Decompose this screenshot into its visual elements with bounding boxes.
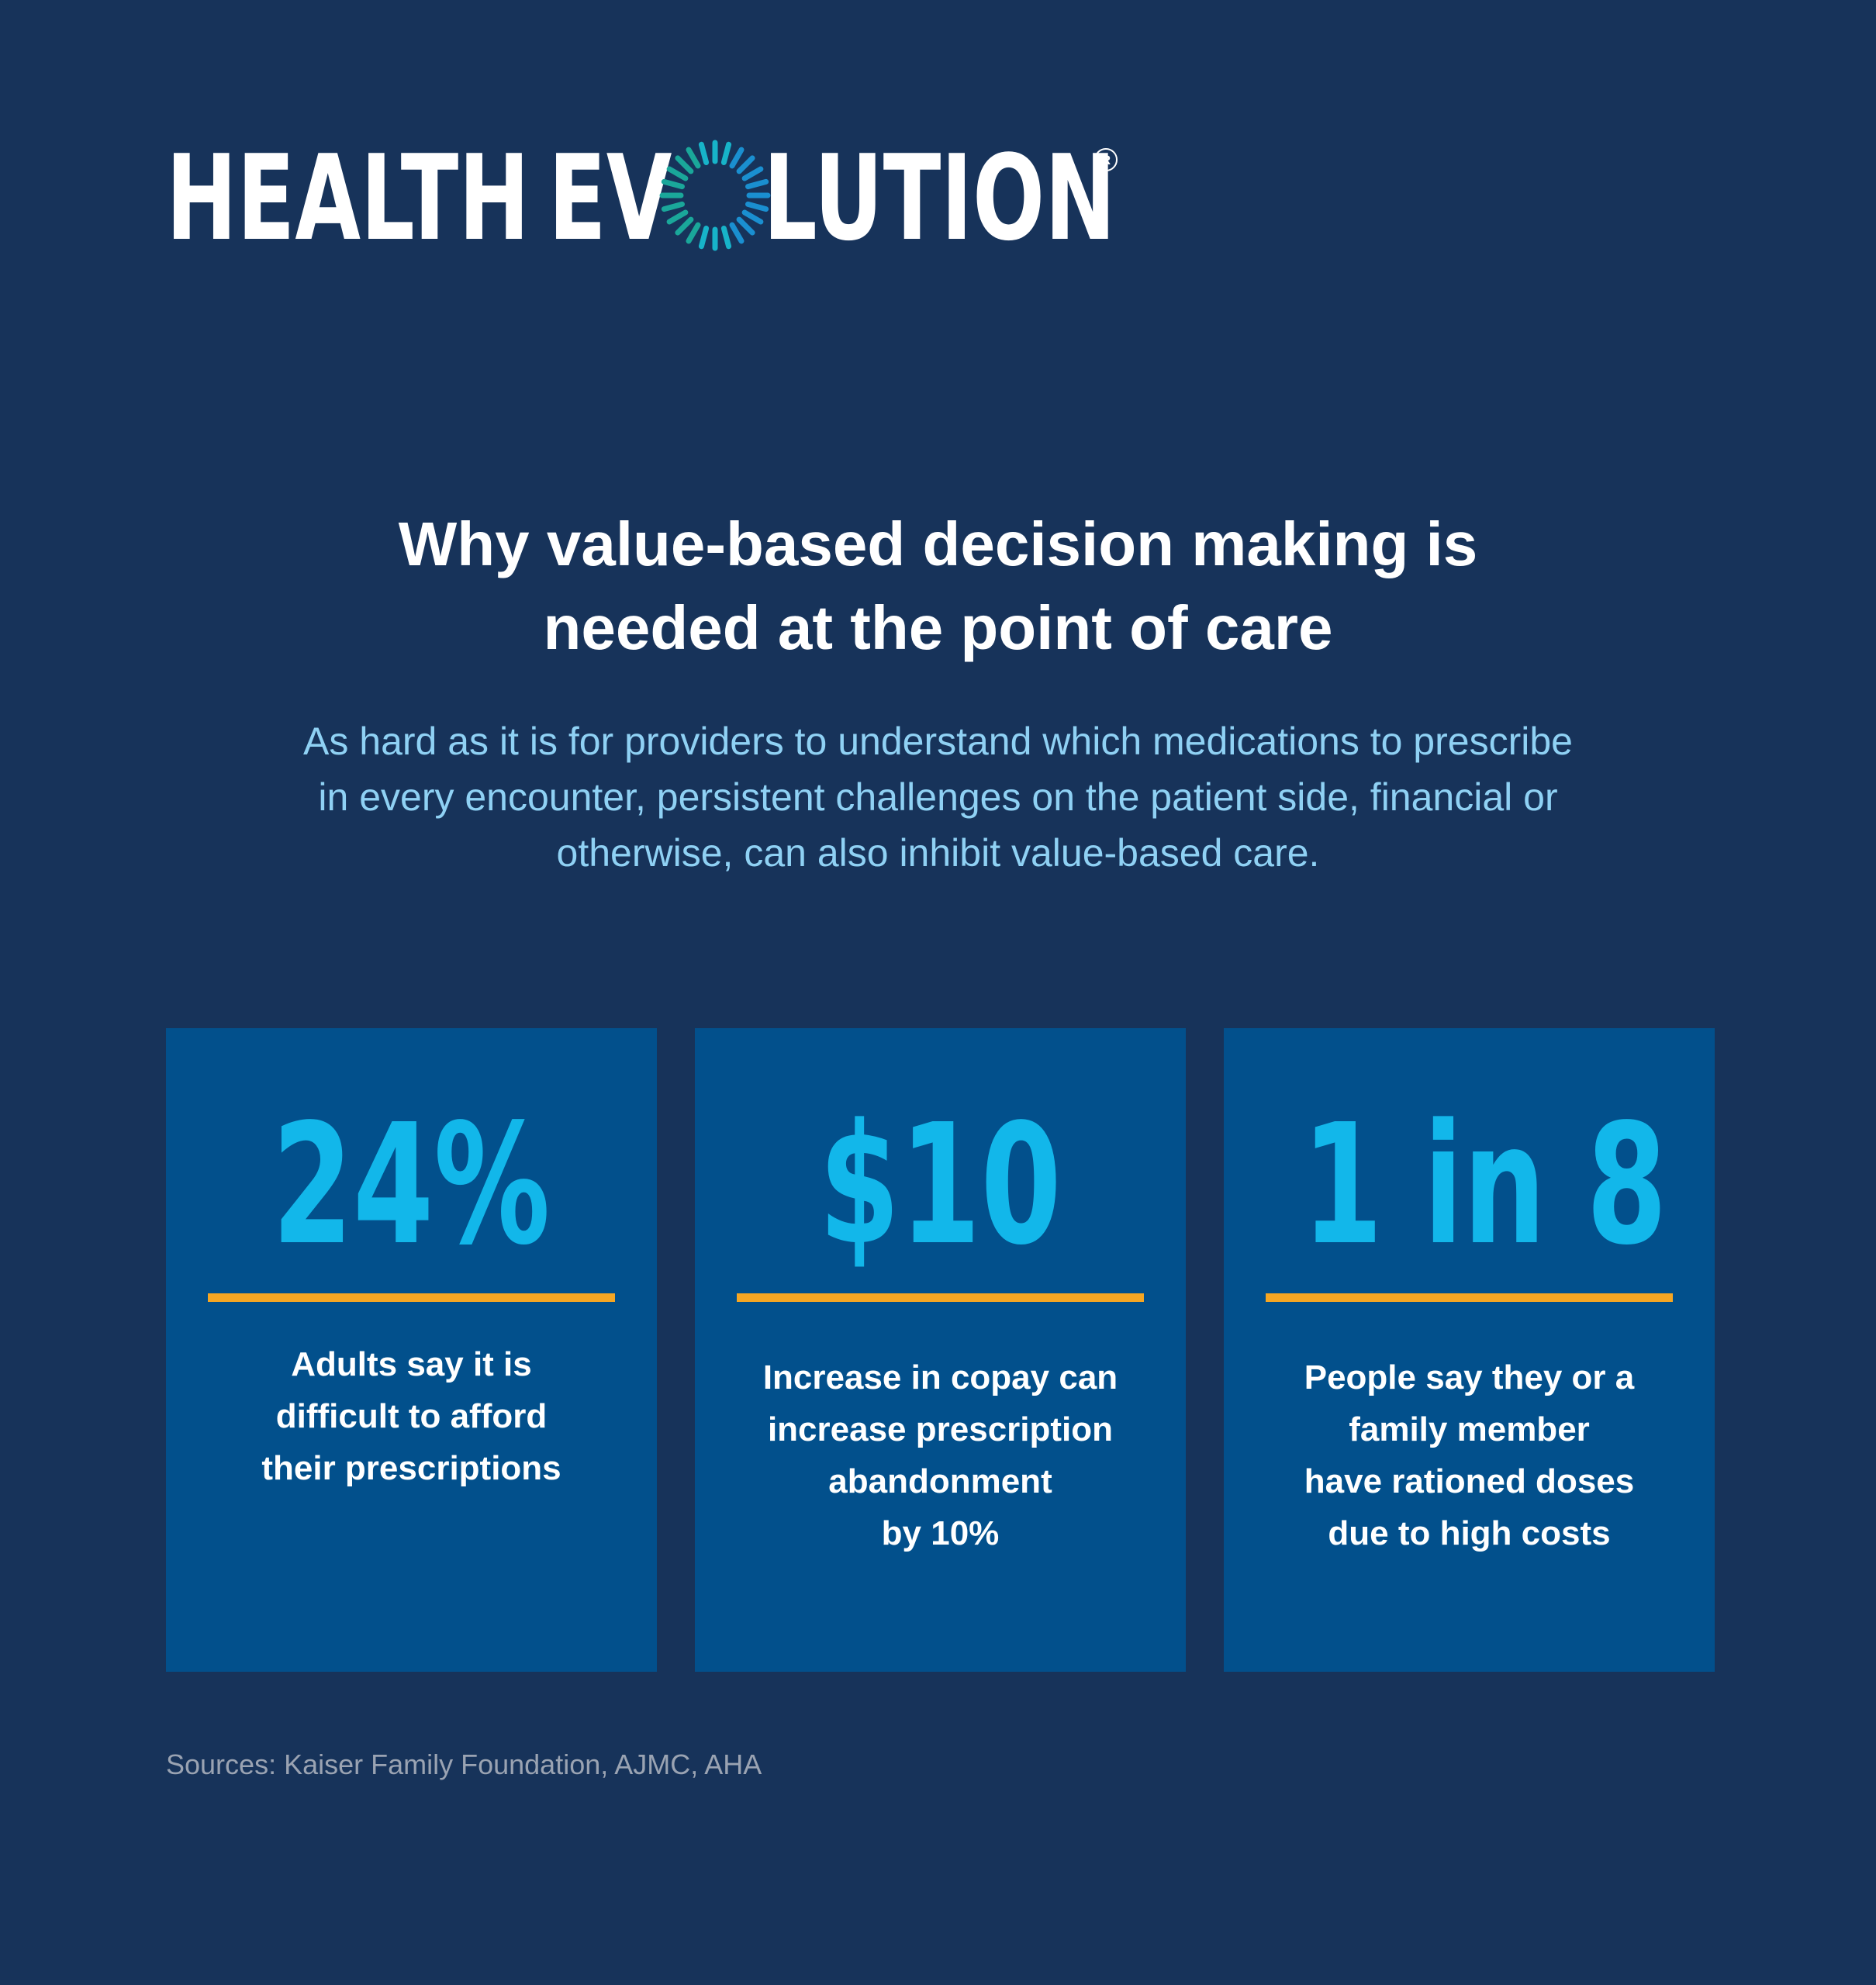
divider-rule [208, 1293, 615, 1302]
stat-card-copay-increase: $10 Increase in copay can increase presc… [695, 1028, 1186, 1672]
sources-footnote: Sources: Kaiser Family Foundation, AJMC,… [166, 1749, 762, 1780]
intro-line-2: in every encounter, persistent challenge… [318, 775, 1558, 819]
intro-paragraph: As hard as it is for providers to unders… [0, 713, 1876, 881]
svg-text:R: R [1101, 153, 1111, 167]
description-line: People say they or a [1304, 1358, 1635, 1396]
ring-dash [666, 209, 689, 225]
description-line: family member [1349, 1410, 1590, 1448]
page-headline: Why value-based decision making is neede… [0, 502, 1876, 670]
stat-value: $10 [819, 1089, 1062, 1282]
description-line: their prescriptions [261, 1449, 561, 1487]
ring-dash [698, 141, 710, 165]
description-line: by 10% [881, 1514, 1000, 1552]
logo-text-ev: EV [548, 129, 672, 267]
ring-dash [686, 222, 701, 244]
headline-line-1: Why value-based decision making is [398, 509, 1478, 578]
stat-value: 1 in 8 [1301, 1089, 1667, 1282]
ring-dash [698, 226, 710, 250]
ring-dash [745, 178, 769, 190]
logo-text-health: HEALTH [166, 129, 530, 267]
ring-dash [741, 209, 764, 225]
stat-value: 24% [272, 1089, 551, 1282]
description-line: increase prescription [767, 1410, 1114, 1448]
stat-card-rationed-doses: 1 in 8 People say they or a family membe… [1224, 1028, 1715, 1672]
divider-rule [1266, 1293, 1673, 1302]
ring-dash [675, 155, 694, 174]
ring-dash [720, 141, 732, 165]
stat-description: People say they or a family member have … [1224, 1352, 1715, 1559]
description-line: difficult to afford [275, 1397, 548, 1435]
ring-dash [666, 166, 689, 181]
ring-dash [729, 222, 745, 244]
headline-line-2: needed at the point of care [543, 593, 1333, 662]
description-line: Increase in copay can [762, 1358, 1118, 1396]
stat-card-adults-afford: 24% Adults say it is difficult to afford… [166, 1028, 657, 1672]
logo-text-lution: LUTION [763, 129, 1116, 267]
divider-rule [737, 1293, 1144, 1302]
ring-dash [745, 201, 769, 212]
ring-dash [675, 216, 694, 236]
ring-dash [686, 147, 701, 169]
stat-description: Increase in copay can increase prescript… [695, 1352, 1186, 1559]
ring-dash [661, 201, 685, 212]
description-line: Adults say it is [291, 1345, 532, 1383]
stat-description: Adults say it is difficult to afford the… [166, 1338, 657, 1494]
description-line: due to high costs [1328, 1514, 1611, 1552]
ring-dash [736, 155, 755, 174]
ring-dash [720, 226, 732, 250]
ring-dash [741, 166, 764, 181]
ring-dash [661, 178, 685, 190]
description-line: abandonment [828, 1462, 1052, 1500]
description-line: have rationed doses [1304, 1462, 1635, 1500]
registered-trademark-icon: R [1094, 148, 1118, 171]
intro-line-1: As hard as it is for providers to unders… [303, 720, 1573, 763]
ring-dash [736, 216, 755, 236]
ring-dash [729, 147, 745, 169]
spinning-dash-ring-icon [659, 140, 771, 251]
intro-line-3: otherwise, can also inhibit value-based … [556, 831, 1320, 875]
